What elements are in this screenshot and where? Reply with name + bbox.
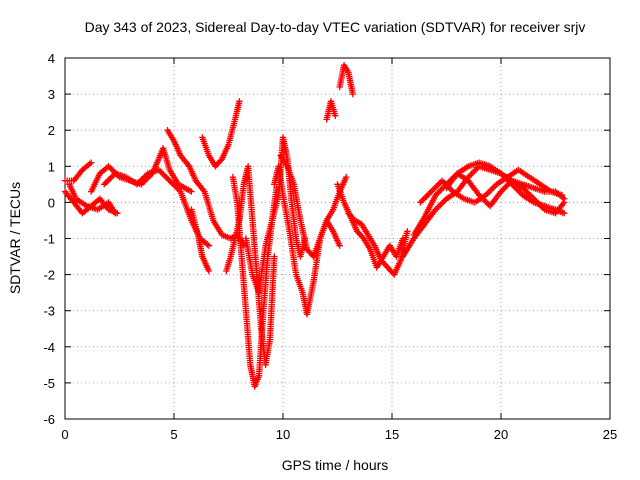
y-tick-label: 2	[48, 123, 55, 138]
x-axis-tick-labels: 0 5 10 15 20 25	[61, 427, 617, 442]
chart-title: Day 343 of 2023, Sidereal Day-to-day VTE…	[85, 19, 586, 35]
series-track-7	[188, 206, 213, 275]
data-point	[336, 242, 343, 249]
data-point	[404, 228, 411, 235]
y-tick-label: 3	[48, 87, 55, 102]
data-point	[558, 192, 566, 199]
y-axis-tick-labels: -6 -5 -4 -3 -2 -1 0 1 2 3 4	[43, 51, 55, 427]
data-point	[561, 210, 568, 217]
data-point	[271, 253, 278, 260]
series-track-15	[336, 62, 356, 98]
series-track-13	[277, 152, 343, 260]
x-tick-label: 5	[170, 427, 177, 442]
data-point	[349, 90, 356, 98]
y-tick-label: -1	[43, 232, 55, 247]
data-point	[236, 98, 243, 105]
series-track-2	[61, 159, 95, 184]
data-point	[332, 112, 339, 119]
data-series	[61, 62, 568, 390]
x-tick-label: 15	[385, 427, 399, 442]
y-tick-label: -3	[43, 304, 55, 319]
x-tick-label: 25	[603, 427, 617, 442]
series-track-10	[223, 163, 278, 369]
axis-ticks	[64, 57, 611, 420]
x-tick-label: 0	[61, 427, 68, 442]
y-tick-label: -5	[43, 376, 55, 391]
data-point	[205, 242, 213, 249]
series-track-16	[334, 181, 407, 271]
series-track-19	[410, 159, 568, 239]
y-tick-label: -6	[43, 412, 55, 427]
data-point	[205, 267, 213, 275]
y-tick-label: -2	[43, 268, 55, 283]
y-tick-label: 1	[48, 159, 55, 174]
data-point	[111, 210, 119, 217]
data-point	[561, 199, 568, 206]
series-track-17	[345, 210, 411, 278]
x-axis-title: GPS time / hours	[282, 457, 389, 473]
series-track-14	[323, 98, 339, 123]
x-tick-label: 20	[494, 427, 508, 442]
x-tick-label: 10	[276, 427, 290, 442]
y-tick-label: -4	[43, 340, 55, 355]
series-track-3	[66, 181, 119, 217]
y-axis-title: SDTVAR / TECUs	[7, 182, 23, 294]
series-track-8	[199, 98, 243, 170]
series-track-20	[417, 166, 566, 206]
data-point	[188, 188, 195, 195]
y-tick-label: 4	[48, 51, 55, 66]
data-point	[343, 173, 350, 181]
data-point	[88, 159, 95, 166]
y-tick-label: 0	[48, 195, 55, 210]
series-track-21	[443, 170, 568, 217]
